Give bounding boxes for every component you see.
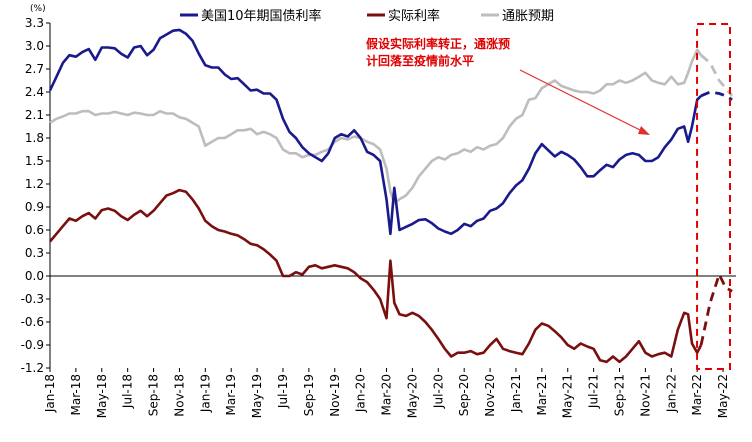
annotation-text-line-1: 假设实际利率转正，通涨预: [366, 36, 510, 51]
x-tick-label: Mar-18: [69, 374, 83, 415]
y-tick-label: 0.6: [25, 223, 44, 237]
legend-entry-inflation-expectation: 通胀预期: [481, 9, 554, 24]
y-tick-label: 3.0: [25, 39, 44, 53]
x-tick-label: May-21: [561, 374, 575, 418]
y-tick-label: 1.5: [25, 154, 44, 168]
legend: 美国10年期国债利率 实际利率 通胀预期: [180, 8, 554, 24]
x-tick-label: Mar-19: [224, 374, 238, 415]
series-line-us10y: [48, 28, 703, 236]
x-tick-label: Jul-19: [276, 374, 290, 409]
series-line-inflation-expectation: [49, 48, 703, 205]
legend-entry-us10y: 美国10年期国债利率: [180, 8, 322, 24]
y-tick-label: 2.1: [25, 108, 44, 122]
x-tick-label: Sep-19: [302, 374, 316, 416]
x-tick-label: Sep-18: [147, 374, 161, 416]
x-tick-label: Mar-20: [380, 374, 394, 415]
x-tick-label: Jan-18: [43, 374, 57, 413]
x-tick-label: Jul-20: [431, 374, 445, 409]
legend-label: 通胀预期: [502, 9, 554, 24]
x-tick-label: Mar-21: [535, 374, 549, 415]
annotation-text-line-2: 计回落至疫情前水平: [366, 53, 474, 68]
x-tick-label: Sep-20: [457, 374, 471, 416]
y-tick-label: -0.6: [21, 315, 44, 329]
x-tick-label: Jul-18: [121, 374, 135, 409]
forecast-layer: [699, 54, 734, 346]
forecast-line-inflation-expectation: [700, 54, 734, 97]
y-unit-label: (%): [30, 4, 46, 14]
y-tick-label: 1.2: [25, 177, 44, 191]
legend-label: 实际利率: [388, 8, 440, 24]
x-tick-label: Sep-21: [613, 374, 627, 416]
forecast-highlight-box: [696, 23, 732, 370]
y-tick-label: -0.9: [21, 338, 44, 352]
series-line-real-rate: [49, 188, 703, 364]
annotation-arrow: [519, 69, 645, 133]
forecast-line-real-rate: [699, 273, 733, 346]
x-tick-label: Nov-20: [483, 374, 497, 417]
x-tick-label: Jan-22: [664, 374, 678, 413]
x-tick-label: May-18: [95, 374, 109, 418]
axes-layer: 3.3 3.0 2.7 2.4 2.1 1.8 1.5 1.2 0.9 0.6 0.3 0.0 -0.3…: [21, 16, 736, 418]
x-tick-label: Nov-19: [328, 374, 342, 417]
y-tick-label: 1.8: [25, 131, 44, 145]
y-tick-label: 2.4: [25, 85, 44, 99]
forecast-line-us10y: [700, 90, 733, 101]
x-tick-label: Mar-22: [690, 374, 704, 415]
x-tick-label: May-20: [405, 374, 419, 418]
legend-entry-real-rate: 实际利率: [367, 8, 440, 24]
y-tick-label: -0.3: [21, 292, 44, 306]
series-layer: [48, 28, 703, 364]
y-tick-label: -1.2: [21, 361, 44, 375]
x-tick-label: Jan-21: [509, 374, 523, 413]
x-tick-label: Jan-19: [198, 374, 212, 413]
y-tick-label: 3.3: [25, 16, 44, 30]
annotation-arrowhead: [638, 126, 650, 135]
y-tick-label: 0.0: [25, 269, 44, 283]
x-tick-label: Nov-21: [638, 374, 652, 417]
x-tick-label: Jul-21: [587, 374, 601, 409]
x-tick-label: May-22: [716, 374, 730, 418]
x-tick-label: Jan-20: [354, 374, 368, 413]
x-tick-label: May-19: [250, 374, 264, 418]
y-tick-label: 0.9: [25, 200, 44, 214]
y-tick-label: 0.3: [25, 246, 44, 260]
legend-label: 美国10年期国债利率: [201, 8, 322, 24]
y-tick-label: 2.7: [25, 62, 44, 76]
x-tick-label: Nov-18: [172, 374, 186, 417]
